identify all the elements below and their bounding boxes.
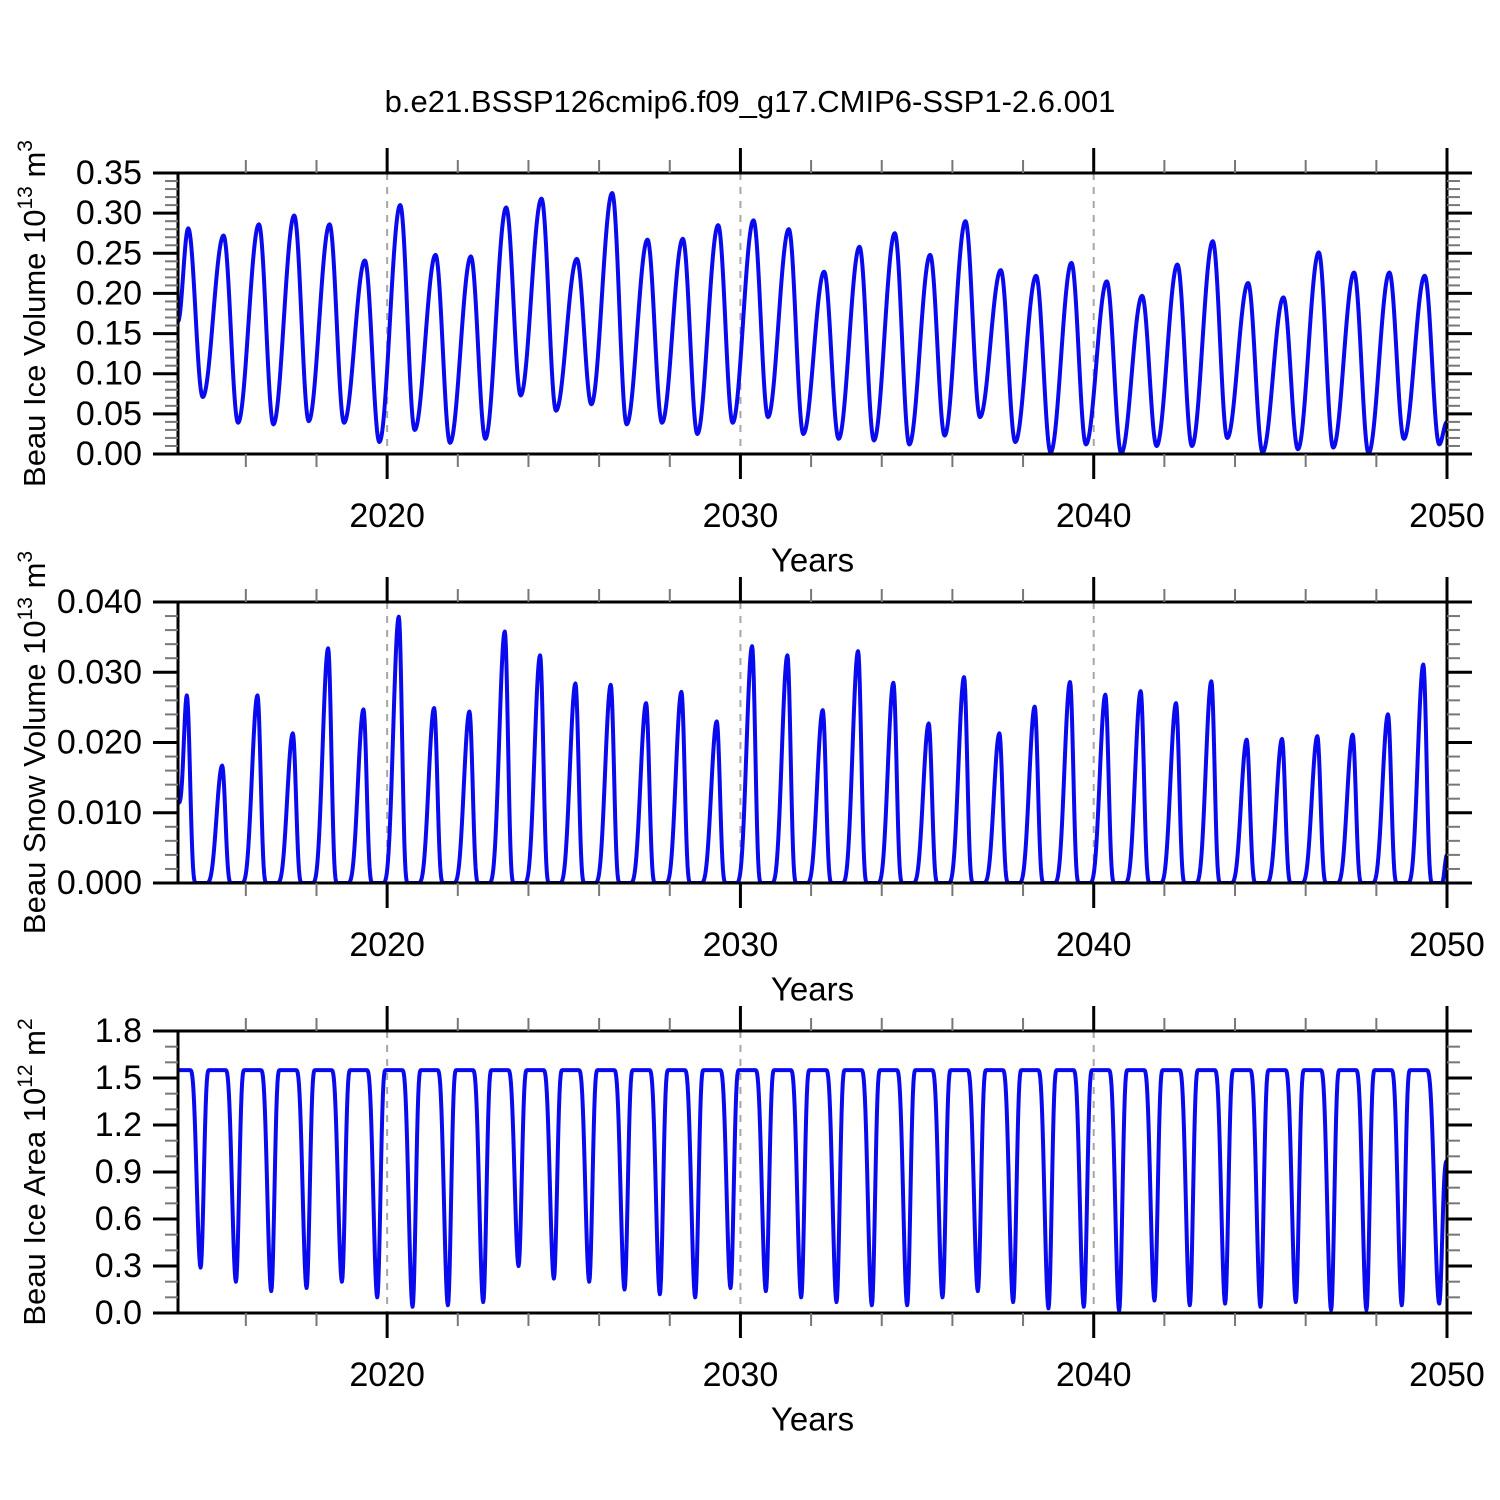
y-tick-label: 1.5 — [95, 1059, 142, 1097]
panel-beau-ice-area: 0.0 0.3 0.6 0.9 1.2 1.5 1.8 2020 2030 2040 2050 Yea… — [14, 1006, 1485, 1438]
y-tick-label: 0.00 — [76, 435, 142, 473]
y-tick-label: 0.3 — [95, 1247, 142, 1285]
y-tick-label: 0.30 — [76, 194, 142, 232]
y-tick-label: 0.25 — [76, 234, 142, 272]
y-tick-label: 0.040 — [57, 583, 142, 621]
x-tick-label: 2020 — [349, 926, 425, 964]
x-tick-label: 2040 — [1056, 926, 1132, 964]
y-tick-label: 1.8 — [95, 1012, 142, 1050]
data-curve-beau-snow-volume — [178, 614, 1447, 883]
y-axis-title-unit-exponent: 3 — [14, 551, 37, 563]
y-tick-label: 0.35 — [76, 154, 142, 192]
x-tick-label: 2040 — [1056, 1356, 1132, 1394]
y-axis-title-unit: m — [17, 1030, 52, 1064]
y-tick-label: 0.000 — [57, 864, 142, 902]
x-tick-label: 2020 — [349, 1356, 425, 1394]
data-curve-beau-ice-volume — [178, 191, 1447, 454]
x-tick-label: 2050 — [1409, 926, 1485, 964]
y-tick-label: 0.030 — [57, 653, 142, 691]
x-tick-label: 2040 — [1056, 497, 1132, 535]
y-axis-title-exponent: 13 — [14, 597, 37, 620]
x-tick-label: 2030 — [703, 497, 779, 535]
panel-beau-snow-volume: 0.000 0.010 0.020 0.030 0.040 2020 2030 2040 205… — [14, 551, 1485, 1008]
y-axis-title-exponent: 12 — [14, 1064, 37, 1087]
y-tick-label: 0.10 — [76, 355, 142, 393]
y-tick-label: 1.2 — [95, 1106, 142, 1144]
y-axis-title-base: Beau Snow Volume 10 — [17, 620, 52, 934]
x-tick-label: 2030 — [703, 926, 779, 964]
y-tick-label: 0.9 — [95, 1153, 142, 1191]
x-tick-label: 2030 — [703, 1356, 779, 1394]
y-axis-title-unit: m — [17, 563, 52, 597]
y-tick-label: 0.15 — [76, 315, 142, 353]
figure-title: b.e21.BSSP126cmip6.f09_g17.CMIP6-SSP1-2.… — [384, 84, 1116, 119]
y-axis-title-base: Beau Ice Volume 10 — [17, 210, 52, 487]
y-axis-title-unit-exponent: 3 — [14, 140, 37, 152]
y-tick-label: 0.020 — [57, 724, 142, 762]
y-axis-title-unit: m — [17, 152, 52, 186]
y-axis-title: Beau Ice Volume 1013 m3 — [14, 140, 52, 487]
y-axis-title-base: Beau Ice Area 10 — [17, 1088, 52, 1326]
y-axis-title-unit-exponent: 2 — [14, 1018, 37, 1030]
y-tick-label: 0.010 — [57, 794, 142, 832]
y-tick-label: 0.0 — [95, 1294, 142, 1332]
y-axis-title-exponent: 13 — [14, 186, 37, 209]
x-tick-label: 2020 — [349, 497, 425, 535]
data-curve-beau-ice-area — [178, 1068, 1447, 1313]
x-axis-title: Years — [771, 542, 854, 579]
y-tick-label: 0.05 — [76, 395, 142, 433]
y-axis-title: Beau Snow Volume 1013 m3 — [14, 551, 52, 934]
x-tick-label: 2050 — [1409, 497, 1485, 535]
x-axis-title: Years — [771, 971, 854, 1008]
x-axis-title: Years — [771, 1401, 854, 1438]
axis-box — [176, 171, 1449, 456]
panel-beau-ice-volume: 0.000.050.100.150.200.250.300.35 2020 2030… — [14, 140, 1485, 578]
y-tick-label: 0.6 — [95, 1200, 142, 1238]
y-tick-label: 0.20 — [76, 274, 142, 312]
x-tick-label: 2050 — [1409, 1356, 1485, 1394]
y-axis-title: Beau Ice Area 1012 m2 — [14, 1018, 52, 1325]
